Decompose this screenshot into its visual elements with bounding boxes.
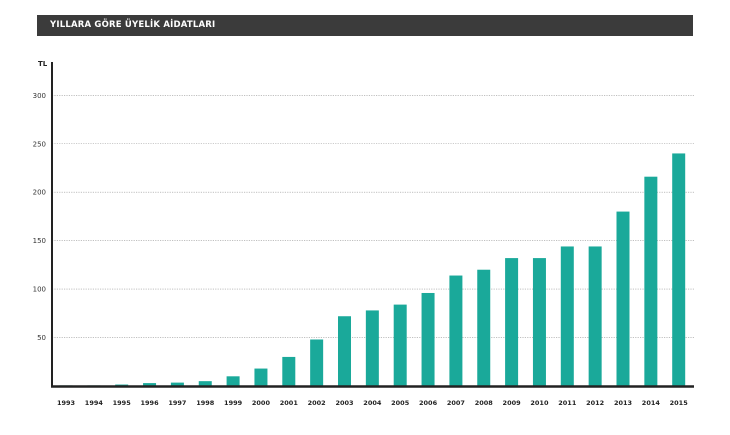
x-tick-label-1998: 1998	[196, 399, 215, 407]
x-tick-label-2010: 2010	[530, 399, 549, 407]
x-tick-label-2001: 2001	[280, 399, 299, 407]
bar-2015	[672, 153, 686, 386]
x-tick-label-2006: 2006	[419, 399, 438, 407]
bar-2007	[449, 275, 463, 386]
bar-2011	[560, 246, 574, 386]
y-tick-label: 150	[33, 237, 46, 245]
bar-2008	[477, 269, 491, 386]
x-tick-label-1999: 1999	[224, 399, 243, 407]
x-tick-label-1993: 1993	[57, 399, 75, 407]
y-tick-label: 300	[33, 92, 46, 100]
bar-2013	[616, 211, 630, 386]
x-tick-label-2004: 2004	[363, 399, 382, 407]
x-tick-label-2007: 2007	[447, 399, 465, 407]
bar-2005	[393, 304, 407, 386]
x-tick-label-2005: 2005	[391, 399, 410, 407]
bar-2014	[644, 176, 658, 386]
bar-2003	[338, 316, 351, 386]
x-tick-label-1995: 1995	[113, 399, 132, 407]
bar-2009	[505, 258, 519, 386]
bar-1999	[226, 376, 240, 386]
x-tick-label-1996: 1996	[141, 399, 160, 407]
x-tick-label-2014: 2014	[642, 399, 661, 407]
bar-2012	[588, 246, 602, 386]
x-tick-label-2011: 2011	[558, 399, 577, 407]
x-tick-label-2003: 2003	[335, 399, 353, 407]
bar-2006	[421, 292, 435, 386]
x-tick-label-2009: 2009	[503, 399, 522, 407]
x-tick-label-2002: 2002	[308, 399, 326, 407]
x-tick-label-2000: 2000	[252, 399, 271, 407]
x-tick-label-2013: 2013	[614, 399, 632, 407]
x-tick-labels: 1993 1994 1995 1996 1997 1998 1999 2000 2001 2002…	[57, 399, 688, 407]
y-tick-label: 200	[33, 189, 46, 197]
x-tick-label-1997: 1997	[168, 399, 186, 407]
y-tick-label: 100	[33, 286, 46, 294]
bars	[59, 153, 686, 386]
x-tick-label-2015: 2015	[670, 399, 689, 407]
bar-2002	[310, 339, 324, 386]
bar-2010	[532, 258, 546, 386]
bar-2000	[254, 368, 268, 386]
bar-1997	[170, 382, 184, 386]
x-tick-label-2012: 2012	[586, 399, 604, 407]
y-axis-label: TL	[38, 60, 48, 68]
bar-2001	[282, 356, 296, 386]
x-tick-label-1994: 1994	[85, 399, 104, 407]
y-tick-label: 250	[33, 140, 46, 148]
bar-2004	[365, 310, 379, 386]
bar-1996	[143, 383, 157, 386]
chart-title: YILLARA GÖRE ÜYELİK AİDATLARI	[37, 15, 693, 36]
y-tick-labels: 50 100 150 200 250 300	[33, 92, 46, 342]
x-tick-label-2008: 2008	[475, 399, 494, 407]
y-tick-label: 50	[37, 334, 46, 342]
bar-1998	[198, 381, 212, 386]
